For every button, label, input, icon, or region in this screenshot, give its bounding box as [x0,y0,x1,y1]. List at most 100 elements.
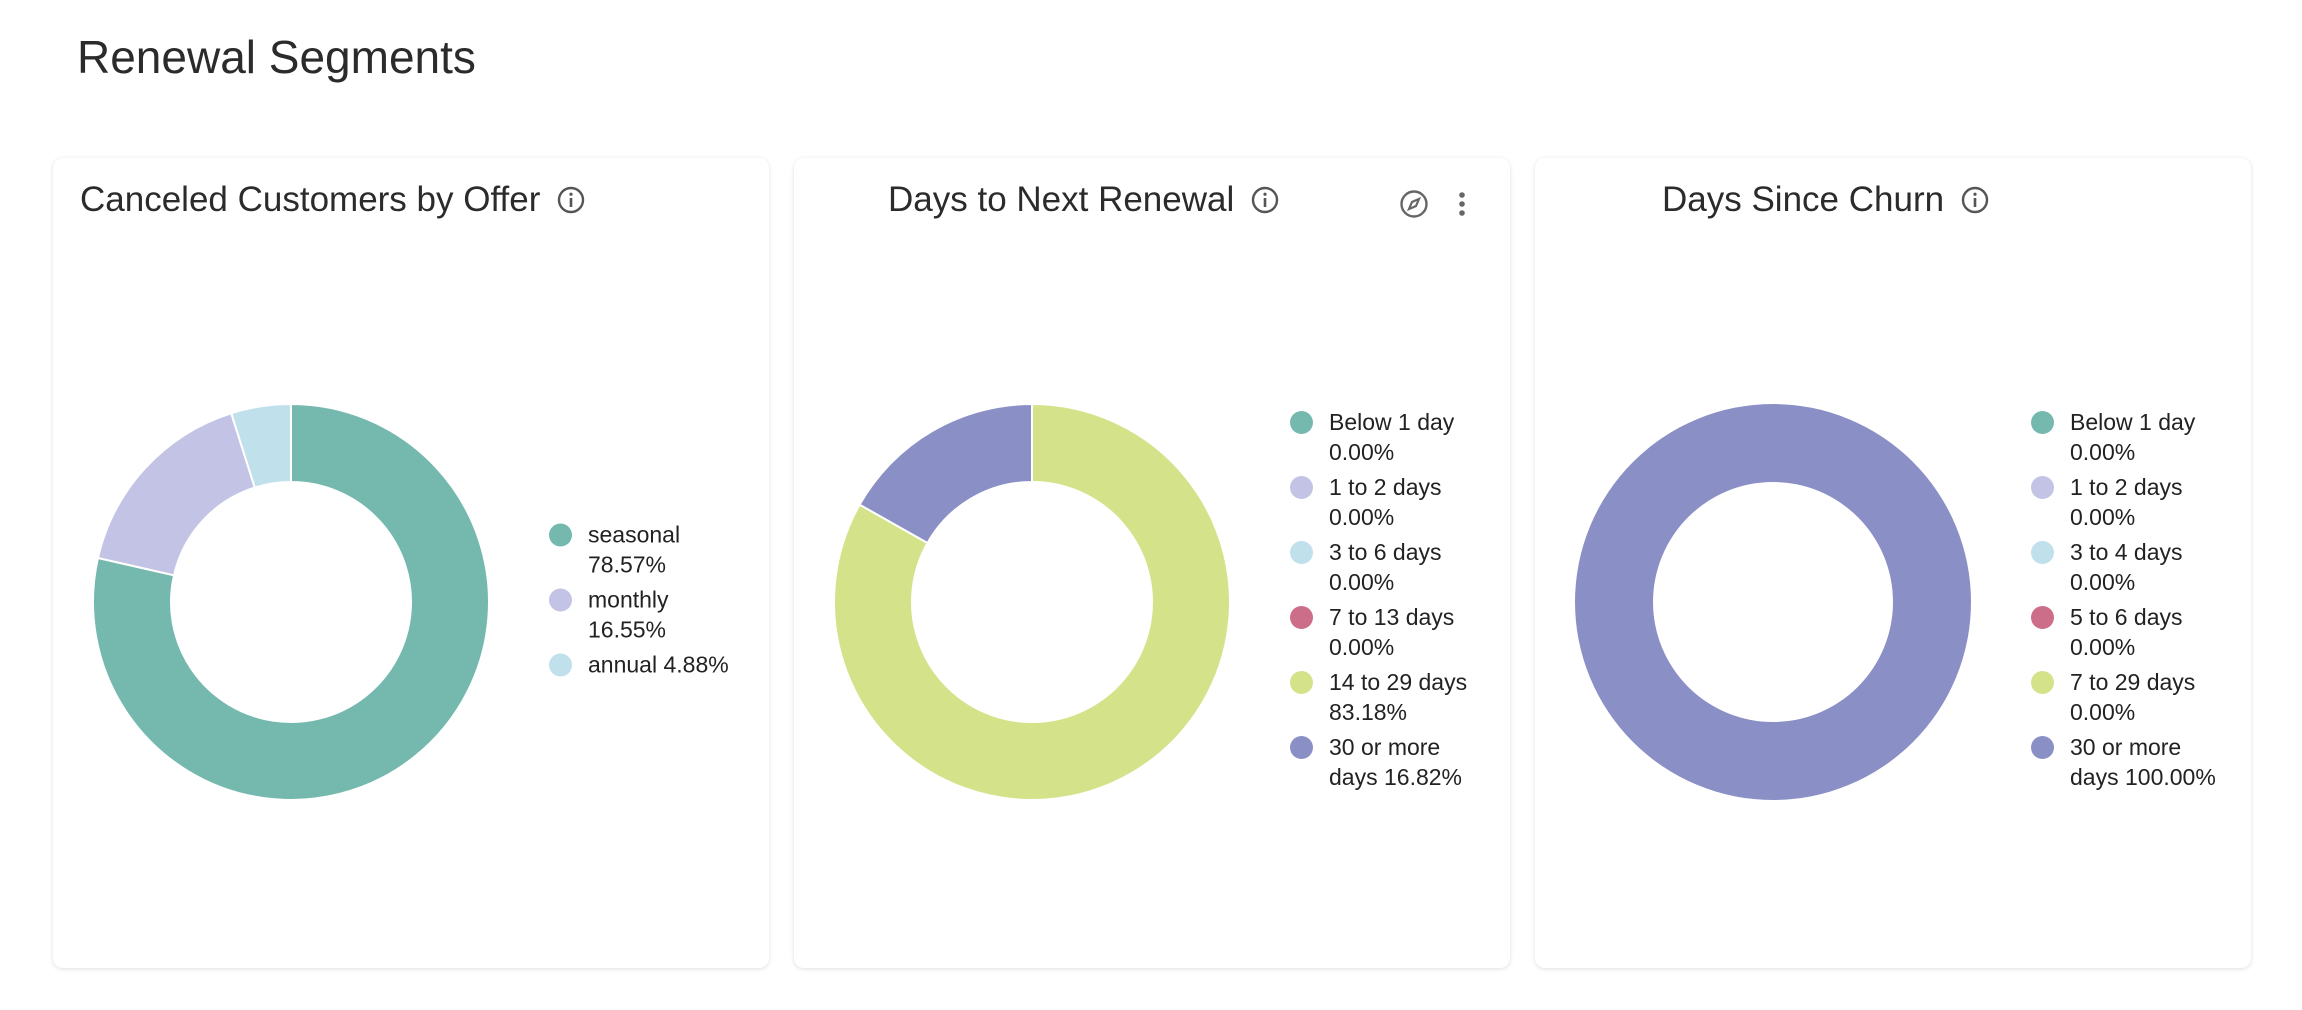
legend-swatch [1290,411,1313,434]
explore-needle [1406,196,1422,212]
donut-segment [229,402,292,489]
donut-segment [833,402,1231,801]
legend-label: Below 1 day [2070,409,2196,435]
donut-segment [858,402,1033,545]
more-dot [1459,210,1465,216]
legend-item: 3 to 4 days 0.00% [2031,537,2222,597]
explore-ring [1400,190,1428,218]
legend-label: 5 to 6 days [2070,604,2183,630]
legend-swatch [1290,541,1313,564]
legend-label: 3 to 6 days [1329,539,1442,565]
donut-chart [92,402,490,801]
legend-text: monthly 16.55% [588,585,740,645]
legend-swatch [2031,476,2054,499]
legend-item: 1 to 2 days 0.00% [1290,472,1481,532]
legend-label: monthly [588,586,669,613]
legend-item: 30 or more days 16.82% [1290,732,1481,792]
legend-value: 0.00% [2070,699,2136,725]
info-icon [1252,186,1279,214]
explore-button[interactable] [1398,188,1430,220]
legend-label: 1 to 2 days [1329,474,1442,500]
info-ring [558,186,585,214]
legend-value: 0.00% [2070,634,2136,660]
donut-chart [833,402,1231,801]
legend-item: 14 to 29 days 83.18% [1290,667,1481,727]
legend-value: 0.00% [1329,634,1395,660]
legend-text: annual 4.88% [588,650,740,680]
more-button[interactable] [1452,188,1472,220]
info-ring [1961,186,1989,214]
legend-item: 30 or more days 100.00% [2031,732,2222,792]
legend-text: 30 or more days 16.82% [1329,732,1481,792]
more-dot [1459,192,1465,198]
legend-label: 30 or more days [1329,734,1441,790]
legend-item: 1 to 2 days 0.00% [2031,472,2222,532]
legend-item: 3 to 6 days 0.00% [1290,537,1481,597]
legend-text: 7 to 13 days 0.00% [1329,602,1481,662]
info-dot [1973,192,1977,196]
donut-segment [1575,404,1971,800]
legend-value: 100.00% [2124,764,2216,790]
donut-chart [1575,404,1971,800]
info-stem [1973,198,1977,207]
legend-item: seasonal 78.57% [549,520,740,580]
card-title-row: Days to Next Renewal [888,180,1280,220]
chart-card: Days Since Churn Below 1 day 0.00% 1 to 2 … [1535,158,2251,968]
legend-item: Below 1 day 0.00% [1290,407,1481,467]
legend-label: 3 to 4 days [2070,539,2183,565]
legend-text: 1 to 2 days 0.00% [1329,472,1481,532]
more-dot [1459,201,1465,207]
legend-item: 7 to 29 days 0.00% [2031,667,2222,727]
legend-value: 16.82% [1383,764,1462,790]
legend-swatch [2031,736,2054,759]
legend-swatch [1290,671,1313,694]
legend-text: 5 to 6 days 0.00% [2070,602,2222,662]
legend-swatch [2031,411,2054,434]
chart-card: Canceled Customers by Offer seasonal 78.5… [53,158,769,968]
legend-swatch [2031,541,2054,564]
legend-text: 30 or more days 100.00% [2070,732,2222,792]
card-title-row: Canceled Customers by Offer [80,180,586,220]
legend-item: monthly 16.55% [549,585,740,645]
legend-value: 0.00% [2070,504,2136,530]
legend-value: 0.00% [2070,439,2136,465]
legend-label: 7 to 13 days [1329,604,1455,630]
legend-item: Below 1 day 0.00% [2031,407,2222,467]
page-title: Renewal Segments [77,31,476,83]
legend-label: 7 to 29 days [2070,669,2196,695]
legend-text: Below 1 day 0.00% [2070,407,2222,467]
legend: Below 1 day 0.00% 1 to 2 days 0.00% 3 to 6… [1290,407,1481,797]
legend-swatch [1290,606,1313,629]
legend-text: seasonal 78.57% [588,520,740,580]
legend-label: 1 to 2 days [2070,474,2183,500]
legend-swatch [2031,671,2054,694]
legend: seasonal 78.57% monthly 16.55% annual 4.88… [549,520,740,685]
legend-text: 1 to 2 days 0.00% [2070,472,2222,532]
card-title: Canceled Customers by Offer [80,180,541,219]
legend-label: annual [588,651,658,678]
legend-text: 3 to 6 days 0.00% [1329,537,1481,597]
legend-value: 0.00% [1329,569,1395,595]
chart-card: Days to Next Renewal Below 1 day 0.00% 1 t… [794,158,1510,968]
info-stem [1263,198,1267,207]
info-ring [1252,186,1279,214]
legend-swatch [1290,476,1313,499]
legend-item: 7 to 13 days 0.00% [1290,602,1481,662]
legend-swatch [2031,606,2054,629]
donut-segment [92,402,490,801]
card-title: Days to Next Renewal [888,180,1235,219]
legend-text: 3 to 4 days 0.00% [2070,537,2222,597]
info-dot [1263,192,1267,196]
legend-label: Below 1 day [1329,409,1455,435]
legend-text: 14 to 29 days 83.18% [1329,667,1481,727]
card-title: Days Since Churn [1662,180,1945,219]
legend-value: 83.18% [1329,699,1408,725]
legend-value: 4.88% [663,651,729,678]
legend-value: 0.00% [1329,439,1395,465]
legend: Below 1 day 0.00% 1 to 2 days 0.00% 3 to 4… [2031,407,2222,797]
legend-item: 5 to 6 days 0.00% [2031,602,2222,662]
legend-text: Below 1 day 0.00% [1329,407,1481,467]
legend-label: seasonal [588,521,681,548]
legend-label: 14 to 29 days [1329,669,1468,695]
